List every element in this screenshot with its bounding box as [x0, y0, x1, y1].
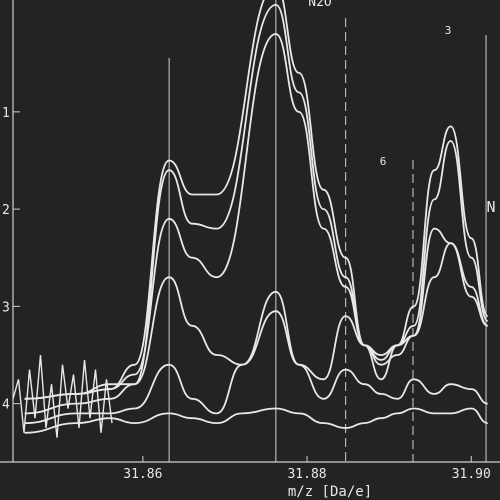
x-tick-label: 31.90	[452, 467, 491, 482]
peak-annotation: 6	[380, 155, 387, 168]
x-tick-label: 31.88	[287, 467, 326, 482]
x-tick-label: 31.86	[123, 467, 162, 482]
series-line	[24, 33, 489, 400]
peak-annotation: 3	[445, 24, 452, 37]
peak-annotation: N	[486, 198, 495, 216]
noise-trace	[12, 354, 113, 438]
y-tick-label: 3	[2, 300, 10, 315]
series-line	[24, 310, 488, 424]
y-tick-label: 4	[2, 398, 10, 413]
y-tick-label: 1	[2, 106, 10, 121]
x-axis-label: m/z [Da/e]	[288, 484, 372, 500]
series-line	[24, 407, 488, 434]
y-tick-label: 2	[2, 203, 10, 218]
peak-annotation: N2O	[308, 0, 332, 10]
series-line	[24, 0, 489, 400]
